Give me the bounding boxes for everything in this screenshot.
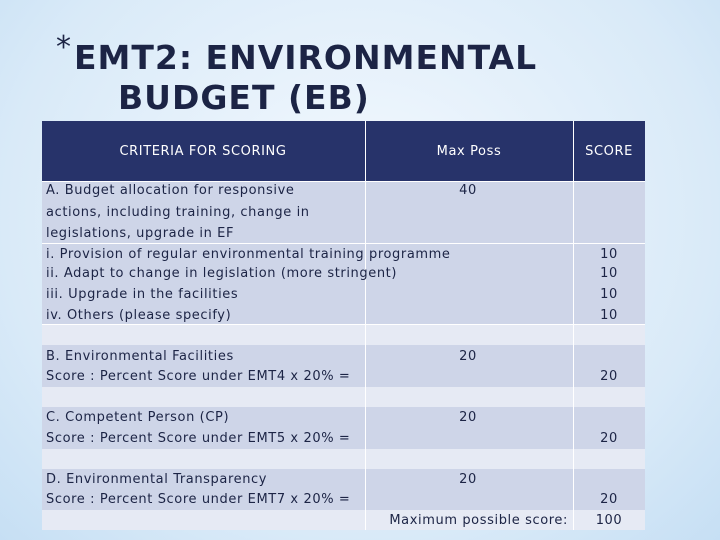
row (42, 181, 645, 324)
row-divider (42, 181, 645, 182)
row (42, 510, 645, 530)
criteria-text: D. Environmental Transparency (46, 472, 268, 487)
row (42, 469, 645, 510)
footer-label: Maximum possible score: (389, 513, 568, 528)
max-value: 40 (459, 183, 477, 198)
max-value: 20 (459, 472, 477, 487)
title-star: * (56, 30, 71, 65)
score-value: 10 (600, 287, 618, 302)
row (42, 324, 645, 345)
score-value: 20 (600, 369, 618, 384)
row (42, 387, 645, 407)
column-divider (573, 121, 574, 530)
column-divider (365, 121, 366, 530)
column-header: SCORE (585, 144, 633, 159)
score-value: 10 (600, 308, 618, 323)
column-header: Max Poss (436, 144, 502, 159)
criteria-text: A. Budget allocation for responsive (46, 183, 295, 198)
row-divider (42, 243, 645, 244)
row (42, 449, 645, 469)
score-value: 10 (600, 266, 618, 281)
item-text: i. Provision of regular environmental tr… (46, 247, 451, 262)
criteria-text: Score : Percent Score under EMT7 x 20% = (46, 492, 351, 507)
score-value: 20 (600, 431, 618, 446)
row-divider (42, 324, 645, 325)
header-row (42, 121, 645, 181)
item-text: iii. Upgrade in the facilities (46, 287, 239, 302)
item-text: ii. Adapt to change in legislation (more… (46, 266, 398, 281)
criteria-text: C. Competent Person (CP) (46, 410, 230, 425)
row (42, 345, 645, 387)
row (42, 407, 645, 449)
criteria-text: B. Environmental Facilities (46, 349, 234, 364)
item-text: iv. Others (please specify) (46, 308, 232, 323)
total-score: 100 (595, 513, 623, 528)
title-line: EMT2: ENVIRONMENTAL (74, 38, 538, 77)
criteria-text: Score : Percent Score under EMT4 x 20% = (46, 369, 351, 384)
score-value: 10 (600, 247, 618, 262)
column-header: CRITERIA FOR SCORING (119, 144, 287, 159)
criteria-text: actions, including training, change in (46, 205, 310, 220)
criteria-text: legislations, upgrade in EF (46, 226, 235, 241)
criteria-text: Score : Percent Score under EMT5 x 20% = (46, 431, 351, 446)
score-value: 20 (600, 492, 618, 507)
max-value: 20 (459, 349, 477, 364)
title-line: BUDGET (EB) (118, 78, 370, 117)
max-value: 20 (459, 410, 477, 425)
